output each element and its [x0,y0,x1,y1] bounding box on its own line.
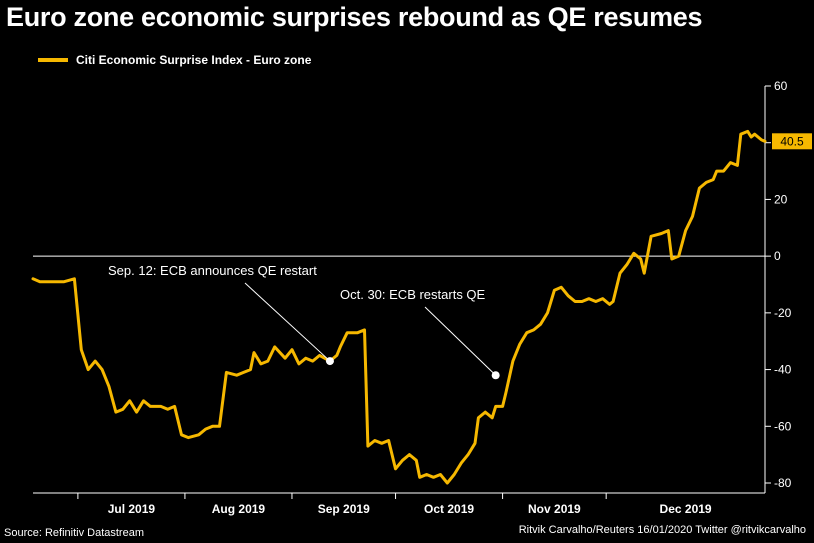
annotation-leader [244,282,331,362]
last-value-label: 40.5 [780,134,804,148]
annotation-label: Sep. 12: ECB announces QE restart [108,263,317,278]
chart-title: Euro zone economic surprises rebound as … [6,2,703,32]
annotation-label: Oct. 30: ECB restarts QE [340,287,486,302]
legend: Citi Economic Surprise Index - Euro zone [38,53,311,67]
y-tick-label: -20 [774,306,792,320]
y-tick-label: -60 [774,419,792,433]
y-tick-label: 60 [774,79,788,93]
last-value-box [772,133,812,150]
x-tick-label: Sep 2019 [318,502,370,516]
x-tick-label: Dec 2019 [660,502,712,516]
source-note: Source: Refinitiv Datastream [4,527,144,539]
legend-swatch [38,58,68,62]
x-tick-label: Jul 2019 [108,502,156,516]
y-tick-label: -80 [774,476,792,490]
x-tick-label: Nov 2019 [528,502,581,516]
annotation-marker [325,357,334,366]
legend-label: Citi Economic Surprise Index - Euro zone [76,53,312,67]
annotation-leader [424,306,497,376]
annotation-marker [491,371,500,380]
series-line [31,129,767,485]
x-tick-label: Aug 2019 [212,502,266,516]
credit-note: Ritvik Carvalho/Reuters 16/01/2020 Twitt… [518,524,806,536]
y-tick-label: 20 [774,192,788,206]
y-tick-label: -40 [774,363,792,377]
y-tick-label: 0 [774,249,781,263]
x-tick-label: Oct 2019 [424,502,474,516]
